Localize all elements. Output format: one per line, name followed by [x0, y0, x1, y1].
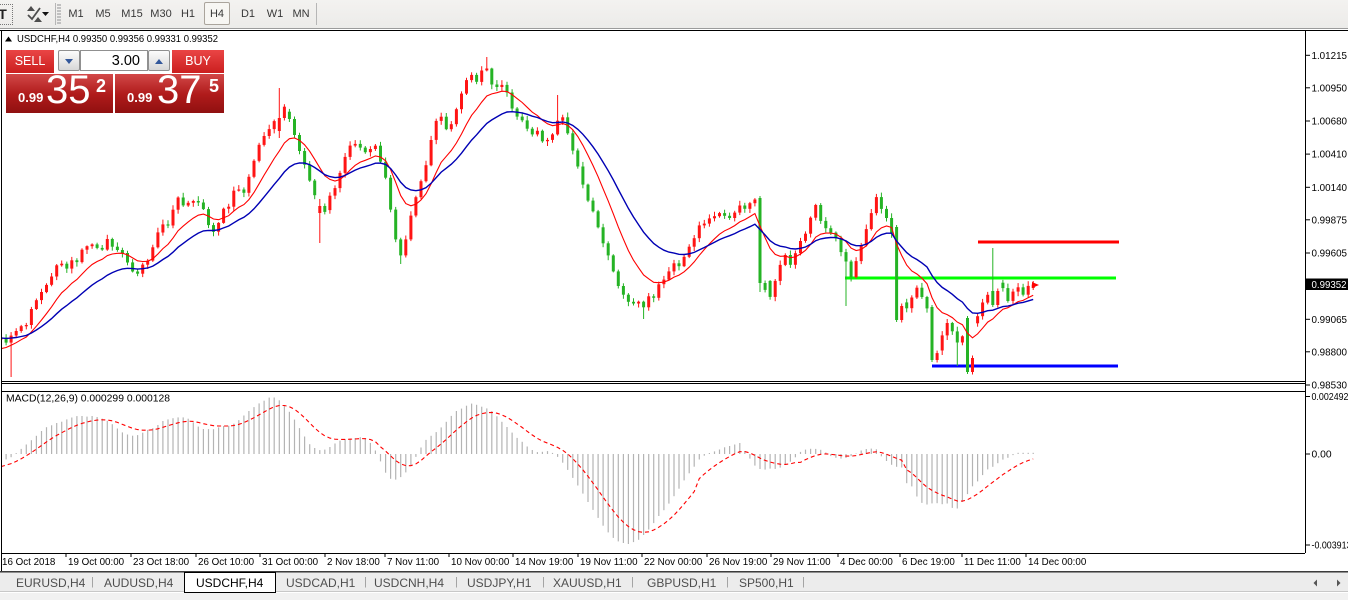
svg-text:7 Nov 11:00: 7 Nov 11:00 [387, 557, 440, 568]
svg-text:4 Dec 00:00: 4 Dec 00:00 [840, 557, 893, 568]
svg-text:10 Nov 00:00: 10 Nov 00:00 [451, 557, 510, 568]
svg-text:0.98800: 0.98800 [1312, 347, 1348, 358]
svg-text:22 Nov 00:00: 22 Nov 00:00 [644, 557, 703, 568]
svg-text:0.99875: 0.99875 [1312, 215, 1348, 226]
svg-text:1.00950: 1.00950 [1312, 83, 1348, 94]
svg-text:0.00: 0.00 [1312, 450, 1332, 461]
svg-text:26 Nov 19:00: 26 Nov 19:00 [709, 557, 768, 568]
svg-text:0.002492: 0.002492 [1312, 392, 1348, 403]
svg-text:1.00140: 1.00140 [1312, 183, 1348, 194]
svg-text:19 Oct 00:00: 19 Oct 00:00 [68, 557, 125, 568]
svg-text:26 Oct 10:00: 26 Oct 10:00 [198, 557, 255, 568]
svg-text:0.98530: 0.98530 [1312, 381, 1348, 392]
svg-text:29 Nov 11:00: 29 Nov 11:00 [773, 557, 831, 568]
svg-text:11 Dec 11:00: 11 Dec 11:00 [964, 557, 1021, 568]
svg-text:6 Dec 19:00: 6 Dec 19:00 [902, 557, 955, 568]
svg-text:23 Oct 18:00: 23 Oct 18:00 [133, 557, 190, 568]
svg-text:16 Oct 2018: 16 Oct 2018 [2, 557, 56, 568]
svg-text:1.01215: 1.01215 [1312, 51, 1348, 62]
svg-text:0.99352: 0.99352 [1312, 280, 1347, 291]
svg-text:14 Dec 00:00: 14 Dec 00:00 [1028, 557, 1087, 568]
svg-text:19 Nov 11:00: 19 Nov 11:00 [580, 557, 638, 568]
svg-text:14 Nov 19:00: 14 Nov 19:00 [515, 557, 574, 568]
svg-text:-0.003913: -0.003913 [1312, 541, 1348, 552]
svg-text:MACD(12,26,9) 0.000299 0.00012: MACD(12,26,9) 0.000299 0.000128 [6, 394, 170, 405]
svg-text:USDCHF,H4 0.99350 0.99356 0.9: USDCHF,H4 0.99350 0.99356 0.99331 0.9935… [17, 34, 218, 45]
svg-text:31 Oct 00:00: 31 Oct 00:00 [262, 557, 319, 568]
svg-text:0.99065: 0.99065 [1312, 315, 1348, 326]
svg-text:2 Nov 18:00: 2 Nov 18:00 [327, 557, 380, 568]
svg-text:1.00410: 1.00410 [1312, 150, 1348, 161]
svg-text:0.99605: 0.99605 [1312, 249, 1348, 260]
svg-text:1.00680: 1.00680 [1312, 117, 1348, 128]
